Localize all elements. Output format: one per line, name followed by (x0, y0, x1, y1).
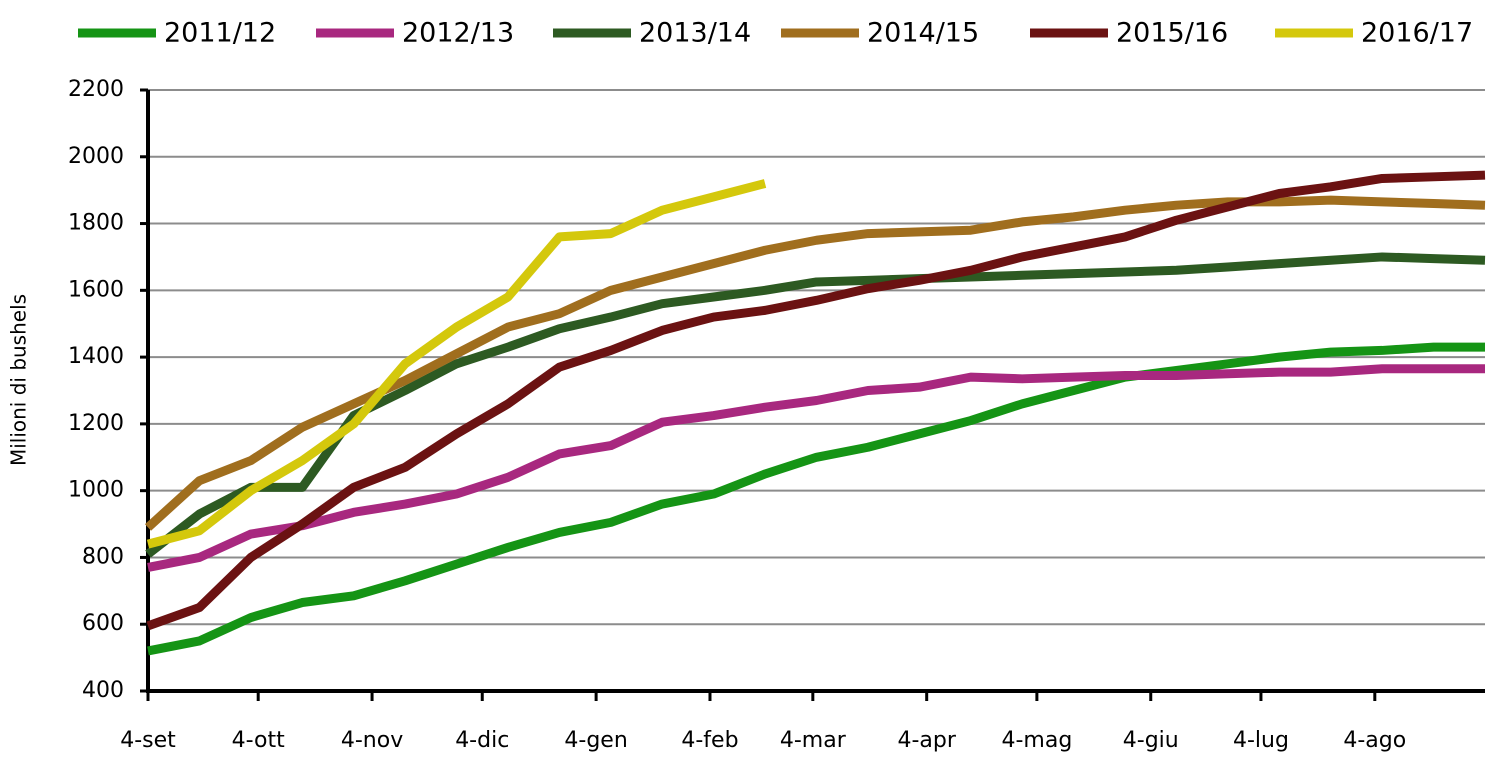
x-tick-label: 4-feb (681, 728, 738, 753)
x-tick-label: 4-ott (232, 728, 285, 753)
x-tick-label: 4-gen (564, 728, 627, 753)
y-tick-label: 2000 (68, 144, 124, 169)
y-tick-label: 1400 (68, 344, 124, 369)
y-tick-label: 400 (82, 678, 124, 703)
series-line (147, 364, 1485, 572)
y-tick-label: 1800 (68, 211, 124, 236)
x-tick-label: 4-mag (1001, 728, 1072, 753)
legend-label: 2015/16 (1116, 18, 1228, 49)
legend-label: 2013/14 (639, 18, 751, 49)
series-line (146, 179, 767, 549)
x-tick-label: 4-mar (780, 728, 847, 753)
legend-label: 2012/13 (402, 18, 514, 49)
y-tick-label: 1200 (68, 411, 124, 436)
y-tick-label: 1600 (68, 277, 124, 302)
x-tick-label: 4-lug (1233, 728, 1289, 753)
x-tick-label: 4-ago (1343, 728, 1406, 753)
x-tick-label: 4-nov (341, 728, 403, 753)
y-axis-label: Milioni di bushels (7, 294, 31, 466)
y-tick-label: 800 (82, 544, 124, 569)
y-tick-label: 1000 (68, 478, 124, 503)
legend-label: 2011/12 (164, 18, 276, 49)
y-tick-label: 2200 (68, 77, 124, 102)
x-tick-label: 4-apr (897, 728, 956, 753)
series-line (144, 195, 1486, 531)
legend-label: 2016/17 (1361, 18, 1473, 49)
x-tick-label: 4-dic (455, 728, 509, 753)
y-tick-label: 600 (82, 611, 124, 636)
x-tick-label: 4-set (120, 728, 176, 753)
legend-label: 2014/15 (867, 18, 979, 49)
series-line (146, 170, 1486, 631)
x-tick-label: 4-giu (1123, 728, 1179, 753)
series-line (147, 342, 1485, 656)
